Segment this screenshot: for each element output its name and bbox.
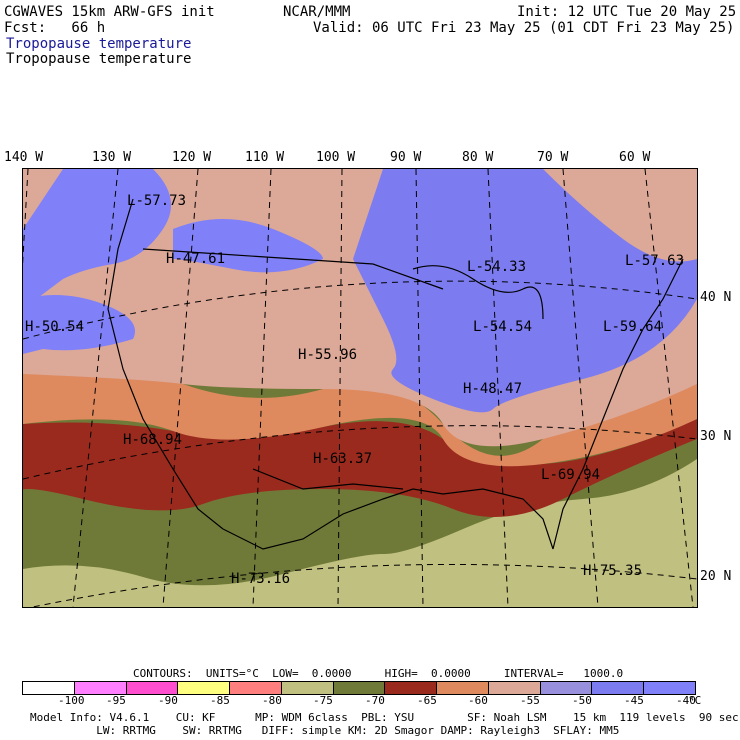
lon-label-70w: 70 W [537,150,569,165]
colorbar-tick: -45 [624,694,644,707]
extremum-label: L-69.94 [541,467,601,483]
colorbar-swatch [281,682,334,694]
model-title: CGWAVES 15km ARW-GFS init [4,4,215,20]
colorbar-tick: -50 [572,694,592,707]
extremum-label: H-47.61 [166,251,226,267]
extremum-label: H-63.37 [313,451,373,467]
colorbar-tick: -100 [58,694,85,707]
colorbar-swatch [74,682,127,694]
colorbar-swatch [644,682,695,694]
lon-label-60w: 60 W [619,150,651,165]
graticule [23,169,697,607]
extremum-label: H-48.47 [463,381,523,397]
colorbar-swatch [333,682,386,694]
band-orange [23,368,697,467]
coastlines [107,198,684,550]
lon-label-110w: 110 W [245,150,285,165]
field-title-1: Tropopause temperature [6,36,192,52]
extremum-label: L-54.33 [467,259,527,275]
extremum-label: L-59.64 [603,319,663,335]
colorbar-tick: -80 [262,694,282,707]
init-time: Init: 12 UTC Tue 20 May 25 [517,4,737,20]
model-info-line-2: LW: RRTMG SW: RRTMG DIFF: simple KM: 2D … [30,724,620,737]
colorbar [22,681,696,695]
lon-label-80w: 80 W [462,150,494,165]
tropopause-temperature-map: L-57.73 H-47.61 L-54.33 L-57.63 H-50.54 … [22,168,698,608]
band-dark-red [23,419,697,517]
colorbar-tick: -90 [158,694,178,707]
valid-time: Valid: 06 UTC Fri 23 May 25 (01 CDT Fri … [313,20,735,36]
colorbar-tick: -60 [468,694,488,707]
lat-label-40n: 40 N [700,290,732,305]
colorbar-swatch [540,682,593,694]
colorbar-swatch [126,682,179,694]
band-blue-north [173,219,323,273]
band-khaki [23,459,697,607]
band-blue-west [23,169,171,309]
colorbar-unit: °C [688,694,702,707]
org-label: NCAR/MMM [283,4,351,20]
colorbar-tick: -40 [676,694,696,707]
contour-info: CONTOURS: UNITS=°C LOW= 0.0000 HIGH= 0.0… [133,667,624,680]
colorbar-swatch [488,682,541,694]
colorbar-tick: -75 [313,694,333,707]
lon-label-90w: 90 W [390,150,422,165]
lat-label-20n: 20 N [700,569,732,584]
colorbar-swatch [178,682,231,694]
colorbar-swatch [592,682,645,694]
lon-label-130w: 130 W [92,150,132,165]
lon-label-140w: 140 W [4,150,44,165]
colorbar-swatch [385,682,438,694]
lon-label-100w: 100 W [316,150,356,165]
map-canvas [23,169,697,607]
colorbar-tick: -85 [210,694,230,707]
extremum-label: H-50.54 [25,319,85,335]
band-blue-pacific [23,295,135,354]
lat-label-30n: 30 N [700,429,732,444]
colorbar-tick: -65 [417,694,437,707]
extremum-label: H-68.94 [123,432,183,448]
colorbar-tick: -70 [365,694,385,707]
colorbar-tick: -95 [106,694,126,707]
field-title-2: Tropopause temperature [6,51,192,67]
extremum-label: L-57.73 [127,193,187,209]
colorbar-swatch [230,682,282,694]
lon-label-120w: 120 W [172,150,212,165]
extremum-label: H-73.16 [231,571,291,587]
extremum-label: L-57.63 [625,253,685,269]
colorbar-swatch [437,682,489,694]
extremum-label: H-55.96 [298,347,358,363]
forecast-hour: Fcst: 66 h [4,20,106,36]
colorbar-tick: -55 [520,694,540,707]
colorbar-swatch [23,682,75,694]
model-info-line-1: Model Info: V4.6.1 CU: KF MP: WDM 6class… [30,711,739,724]
extremum-label: H-75.35 [583,563,643,579]
extremum-label: L-54.54 [473,319,533,335]
band-blue-east [353,169,697,413]
